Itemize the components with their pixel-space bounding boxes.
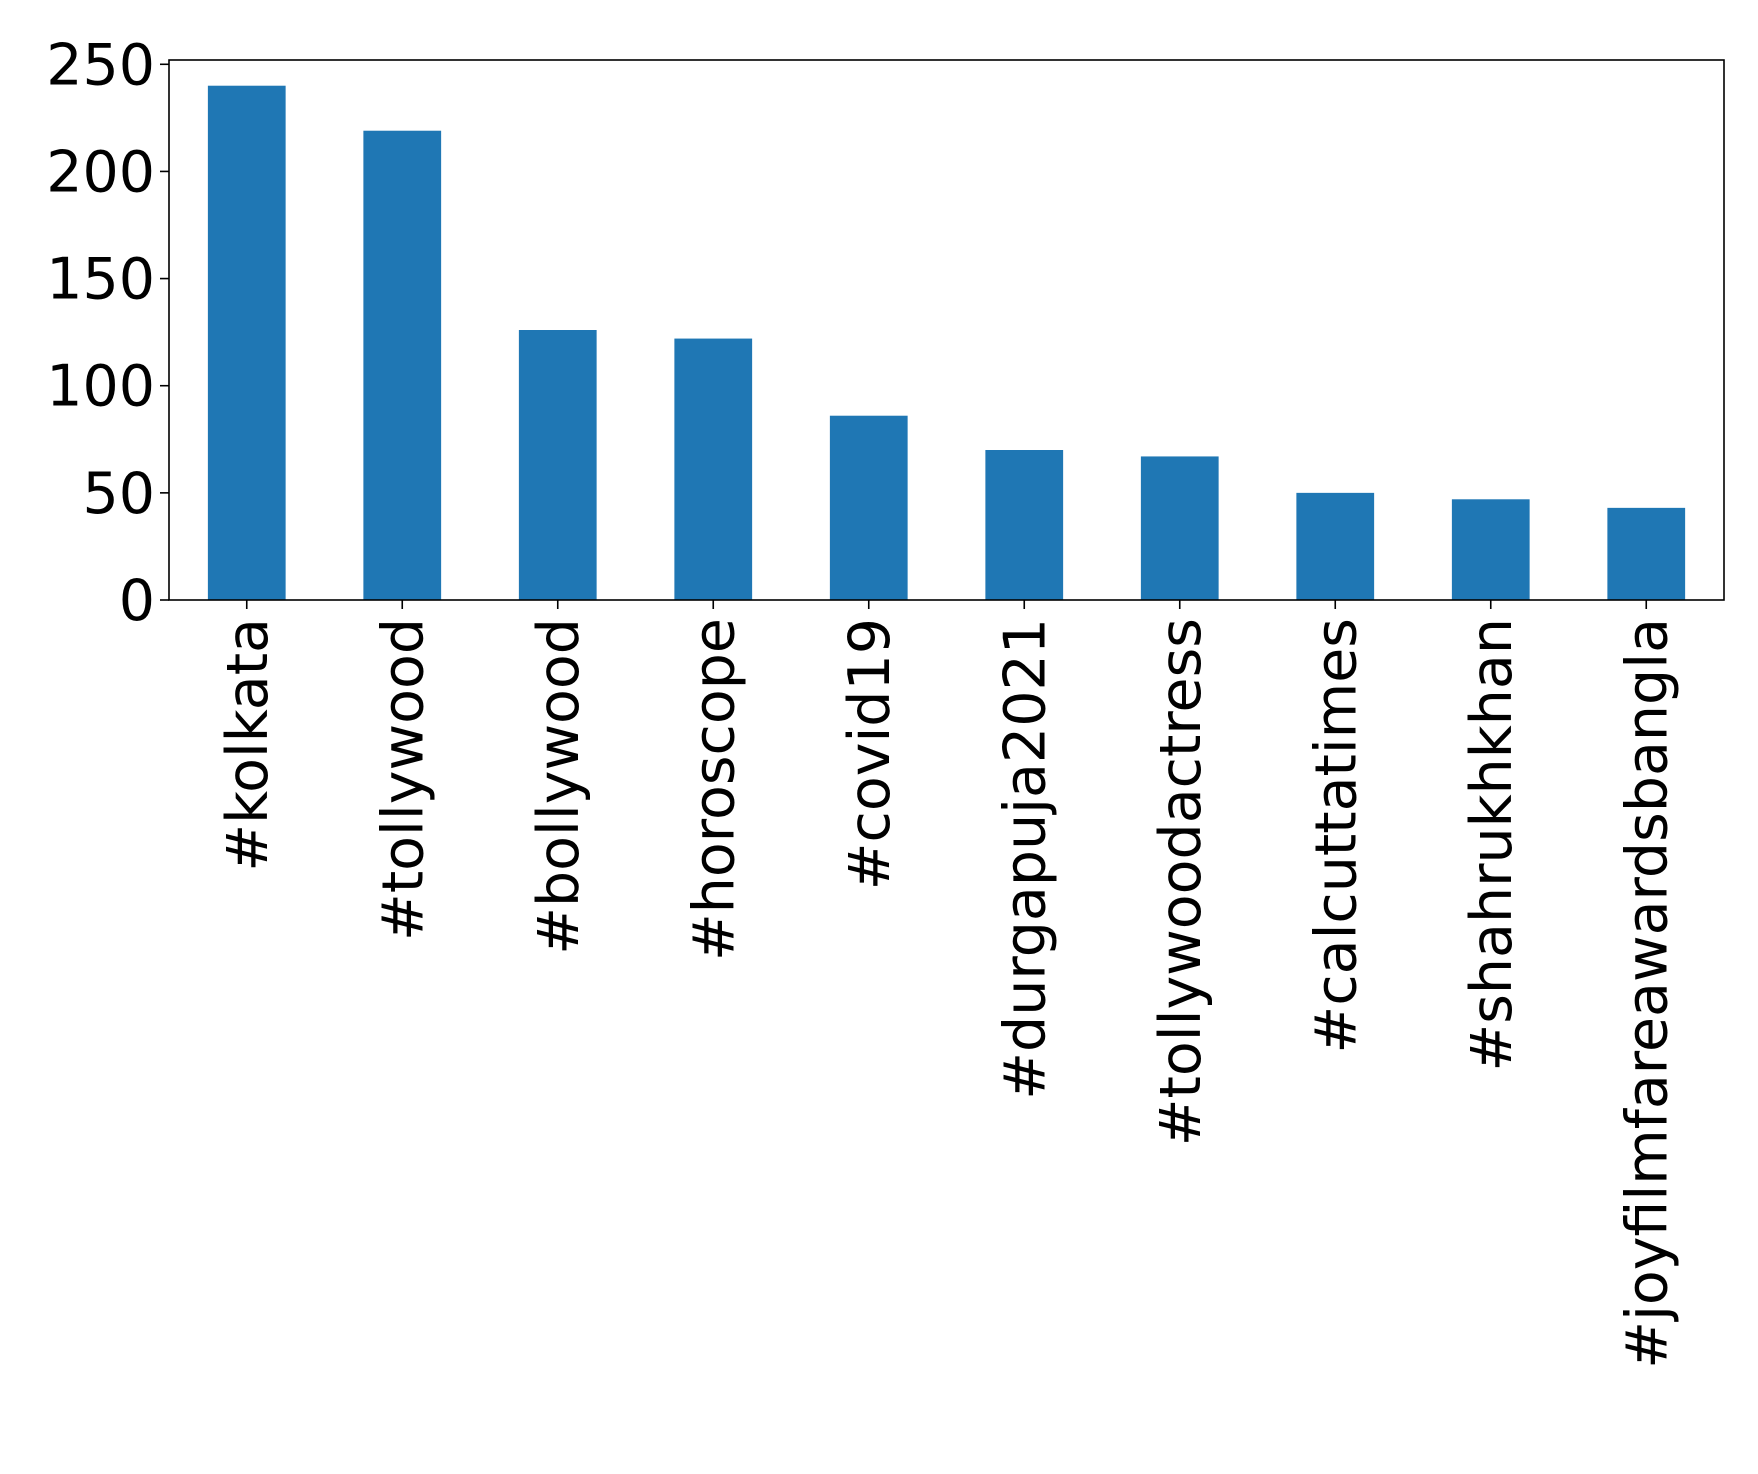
x-tick-label: #durgapuja2021 <box>992 618 1058 1100</box>
x-tick-label: #tollywoodactress <box>1148 618 1214 1146</box>
x-tick-label: #calcuttatimes <box>1303 618 1369 1053</box>
bar-joyfilmfareawardsbangla <box>1607 507 1686 600</box>
x-tick-label: #shahrukhkhan <box>1459 618 1525 1072</box>
x-tick-label: #tollywood <box>370 618 436 941</box>
bar-covid19 <box>829 415 908 600</box>
y-tick-label: 150 <box>46 247 155 313</box>
x-tick-label: #covid19 <box>837 618 903 890</box>
y-tick-label: 50 <box>82 461 155 527</box>
x-axis-ticks: #kolkata #tollywood #bollywood #horoscope #c… <box>215 600 1680 1369</box>
y-axis-ticks: 0 50 100 150 200 250 <box>46 32 169 634</box>
plot-frame <box>168 59 1725 601</box>
x-tick-label: #bollywood <box>526 618 592 955</box>
bar-horoscope <box>674 338 753 600</box>
bar-shahrukhkhan <box>1451 499 1530 600</box>
bar-durgapuja2021 <box>985 450 1064 600</box>
bar-tollywoodactress <box>1140 456 1219 600</box>
y-tick-label: 100 <box>46 354 155 420</box>
bar-kolkata <box>207 85 286 600</box>
x-tick-label: #kolkata <box>215 618 281 872</box>
x-tick-label: #horoscope <box>681 618 747 961</box>
y-tick-label: 200 <box>46 139 155 205</box>
y-tick-label: 250 <box>46 32 155 98</box>
bar-tollywood <box>363 130 442 600</box>
bar-bollywood <box>518 330 597 600</box>
bars-layer <box>207 85 1686 600</box>
y-tick-label: 0 <box>119 568 155 634</box>
bar-calcuttatimes <box>1296 492 1375 600</box>
axes-layer <box>168 59 1725 601</box>
x-tick-label: #joyfilmfareawardsbangla <box>1614 618 1680 1369</box>
